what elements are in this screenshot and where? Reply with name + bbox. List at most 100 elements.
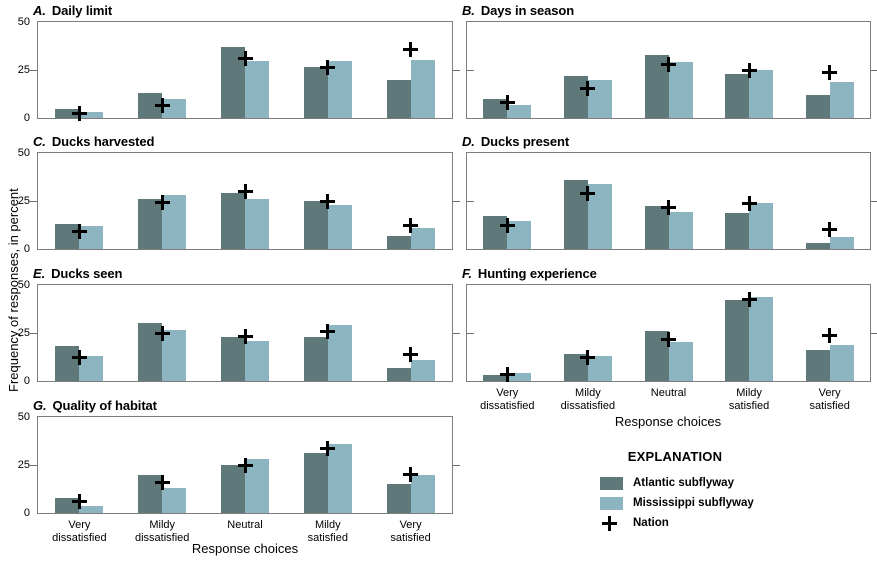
- plus-marker-bar: [608, 515, 611, 531]
- bar-mississippi: [327, 61, 352, 118]
- nation-marker: [822, 328, 838, 344]
- y-tick-mark: [871, 201, 877, 202]
- panel-title-text: Quality of habitat: [52, 398, 157, 413]
- nation-marker-bar: [586, 185, 590, 201]
- panel-title-C: C. Ducks harvested: [33, 134, 154, 149]
- nation-marker: [499, 366, 515, 382]
- y-tick-label: 25: [17, 327, 30, 339]
- x-category-label: Very dissatisfied: [480, 387, 535, 412]
- panel-title-text: Ducks seen: [51, 266, 123, 281]
- nation-marker: [661, 56, 676, 72]
- bar-atlantic: [483, 375, 508, 381]
- bar-atlantic: [303, 67, 328, 118]
- bar-mississippi: [327, 325, 352, 381]
- nation-marker: [403, 42, 419, 58]
- nation-marker: [154, 474, 170, 490]
- bar-atlantic: [805, 243, 830, 249]
- legend-item-mississippi: Mississippi subflyway: [575, 493, 775, 513]
- bar-atlantic: [221, 336, 245, 381]
- nation-marker: [154, 195, 170, 211]
- legend-item-label: Nation: [633, 517, 669, 529]
- nation-marker: [320, 441, 336, 457]
- nation-marker-bar: [326, 193, 330, 209]
- nation-marker: [403, 218, 419, 234]
- panel-letter: C.: [33, 134, 46, 149]
- nation-marker-bar: [77, 493, 81, 509]
- bar-atlantic: [805, 350, 830, 381]
- bar-atlantic: [483, 216, 508, 249]
- y-tick-mark: [453, 465, 460, 466]
- nation-marker-bar: [160, 98, 164, 114]
- nation-marker: [661, 200, 676, 216]
- bar-atlantic: [55, 346, 80, 381]
- bar-mississippi: [245, 459, 269, 513]
- panel-letter: E.: [33, 266, 46, 281]
- bar-mississippi: [245, 61, 269, 118]
- nation-marker: [237, 183, 253, 199]
- legend: EXPLANATION Atlantic subflyway Mississipp…: [575, 449, 775, 533]
- y-tick-label: 50: [17, 147, 30, 159]
- bar-mississippi: [507, 104, 532, 118]
- bar-mississippi: [79, 112, 104, 118]
- bar-mississippi: [668, 341, 693, 381]
- y-tick-mark: [30, 465, 37, 466]
- bar-mississippi: [79, 356, 104, 381]
- nation-marker: [403, 346, 419, 362]
- bar-atlantic: [563, 75, 588, 118]
- panel-letter: G.: [33, 398, 47, 413]
- y-tick-label: 0: [23, 112, 30, 124]
- bar-mississippi: [410, 474, 435, 513]
- bar-atlantic: [805, 94, 830, 118]
- plus-marker-icon: [600, 515, 623, 531]
- nation-marker: [580, 185, 596, 201]
- bar-mississippi: [587, 79, 612, 118]
- nation-marker-bar: [409, 218, 413, 234]
- bar-mississippi: [829, 344, 854, 381]
- x-category-label: Mildy dissatisfied: [560, 387, 616, 412]
- bar-mississippi: [327, 443, 352, 513]
- bar-atlantic: [644, 205, 669, 249]
- nation-marker: [499, 218, 515, 234]
- y-tick-mark: [453, 70, 460, 71]
- nation-marker-bar: [326, 441, 330, 457]
- x-category-label: Mildy satisfied: [307, 519, 348, 544]
- nation-marker: [741, 63, 757, 79]
- bar-atlantic: [725, 213, 750, 249]
- panel-title-F: F. Hunting experience: [462, 266, 597, 281]
- nation-marker-bar: [828, 328, 832, 344]
- bar-mississippi: [410, 60, 435, 118]
- y-tick-mark: [30, 201, 37, 202]
- bar-mississippi: [245, 199, 269, 249]
- bar-atlantic: [303, 201, 328, 249]
- y-tick-mark: [453, 201, 460, 202]
- bar-atlantic: [386, 235, 411, 249]
- nation-marker: [661, 332, 676, 348]
- nation-marker: [154, 325, 170, 341]
- bar-mississippi: [749, 296, 774, 381]
- panel-title-E: E. Ducks seen: [33, 266, 122, 281]
- y-tick-mark: [467, 70, 474, 71]
- bar-mississippi: [749, 70, 774, 118]
- nation-marker-bar: [326, 59, 330, 75]
- panel-title-A: A. Daily limit: [33, 3, 112, 18]
- nation-marker-bar: [243, 457, 247, 473]
- bar-mississippi: [245, 340, 269, 381]
- bar-atlantic: [303, 453, 328, 513]
- nation-marker-bar: [505, 366, 509, 382]
- bar-mississippi: [327, 204, 352, 249]
- y-tick-label: 0: [23, 375, 30, 387]
- panel-title-text: Hunting experience: [477, 266, 597, 281]
- nation-marker-bar: [505, 95, 509, 111]
- panel-letter: B.: [462, 3, 475, 18]
- panel-title-text: Ducks present: [480, 134, 570, 149]
- nation-marker-bar: [586, 80, 590, 96]
- y-tick-mark: [871, 333, 877, 334]
- bar-mississippi: [829, 237, 854, 249]
- x-axis-label-right: Response choices: [614, 414, 722, 429]
- y-tick-mark: [30, 333, 37, 334]
- bar-atlantic: [386, 484, 411, 513]
- panel-letter: D.: [462, 134, 475, 149]
- nation-marker-bar: [77, 224, 81, 240]
- nation-marker-bar: [243, 50, 247, 66]
- nation-marker: [580, 80, 596, 96]
